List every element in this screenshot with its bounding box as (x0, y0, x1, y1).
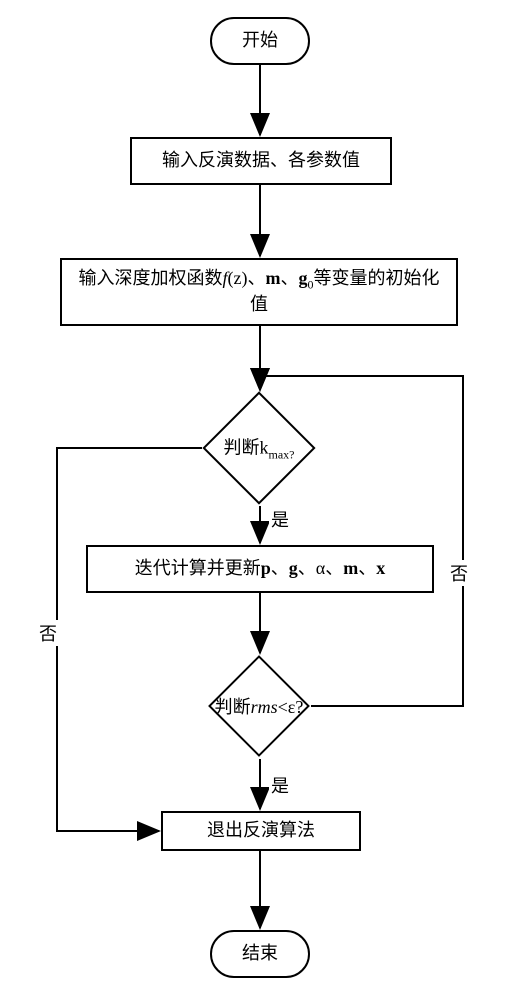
decision2-label: 判断rms<ε? (201, 693, 316, 719)
decision-k-kmax: 判断kmax? (219, 408, 299, 488)
start-label: 开始 (242, 29, 278, 52)
decision1-label: 判断kmax? (195, 434, 323, 463)
edge-label-no-2: 否 (448, 560, 470, 586)
process1-label: 迭代计算并更新p、g、α、m、x (135, 557, 385, 580)
input1-label: 输入反演数据、各参数值 (162, 149, 360, 172)
input2-label: 输入深度加权函数f(z)、m、g0等变量的初始化值 (72, 267, 446, 317)
process-input-data: 输入反演数据、各参数值 (130, 137, 392, 185)
process-input-init: 输入深度加权函数f(z)、m、g0等变量的初始化值 (60, 258, 458, 326)
exit-label: 退出反演算法 (207, 819, 315, 842)
edge-label-no-1: 否 (37, 620, 59, 646)
edge-label-yes-2: 是 (269, 772, 291, 798)
process-iterate: 迭代计算并更新p、g、α、m、x (86, 545, 434, 593)
terminal-start: 开始 (210, 17, 310, 65)
edge-label-yes-1: 是 (269, 506, 291, 532)
terminal-end: 结束 (210, 930, 310, 978)
end-label: 结束 (242, 942, 278, 965)
process-exit-algorithm: 退出反演算法 (161, 811, 361, 851)
decision-rms-epsilon: 判断rms<ε? (223, 670, 295, 742)
